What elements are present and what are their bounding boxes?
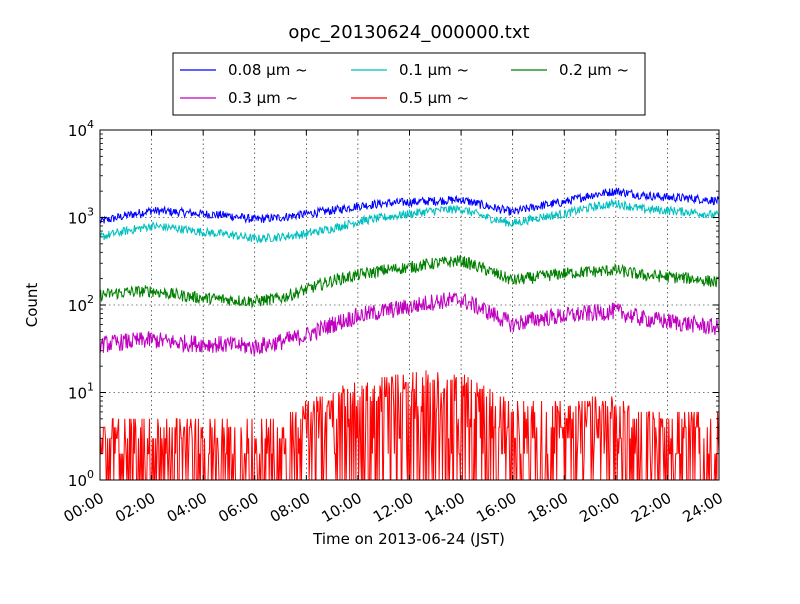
legend: 0.08 μm ~ 0.1 μm ~ 0.2 μm ~ 0.3 μm ~ 0.5 μm … xyxy=(172,52,646,116)
legend-label: 0.2 μm ~ xyxy=(559,61,629,79)
y-tick-label: 104 xyxy=(68,118,94,140)
x-axis-label: Time on 2013-06-24 (JST) xyxy=(312,530,505,548)
legend-label: 0.5 μm ~ xyxy=(399,89,469,107)
y-tick-label: 101 xyxy=(68,381,94,403)
y-tick-label: 103 xyxy=(68,206,94,228)
legend-label: 0.08 μm ~ xyxy=(228,61,308,79)
chart-title: opc_20130624_000000.txt xyxy=(288,22,529,43)
series-line xyxy=(99,292,720,357)
series-line xyxy=(99,198,720,244)
y-axis-label: Count xyxy=(23,283,41,328)
legend-box xyxy=(172,52,646,116)
legend-label: 0.1 μm ~ xyxy=(399,61,469,79)
legend-label: 0.3 μm ~ xyxy=(228,89,298,107)
series-line xyxy=(99,186,720,224)
y-tick-label: 102 xyxy=(68,293,94,315)
y-tick-label: 100 xyxy=(68,468,94,490)
series-line xyxy=(99,254,720,309)
